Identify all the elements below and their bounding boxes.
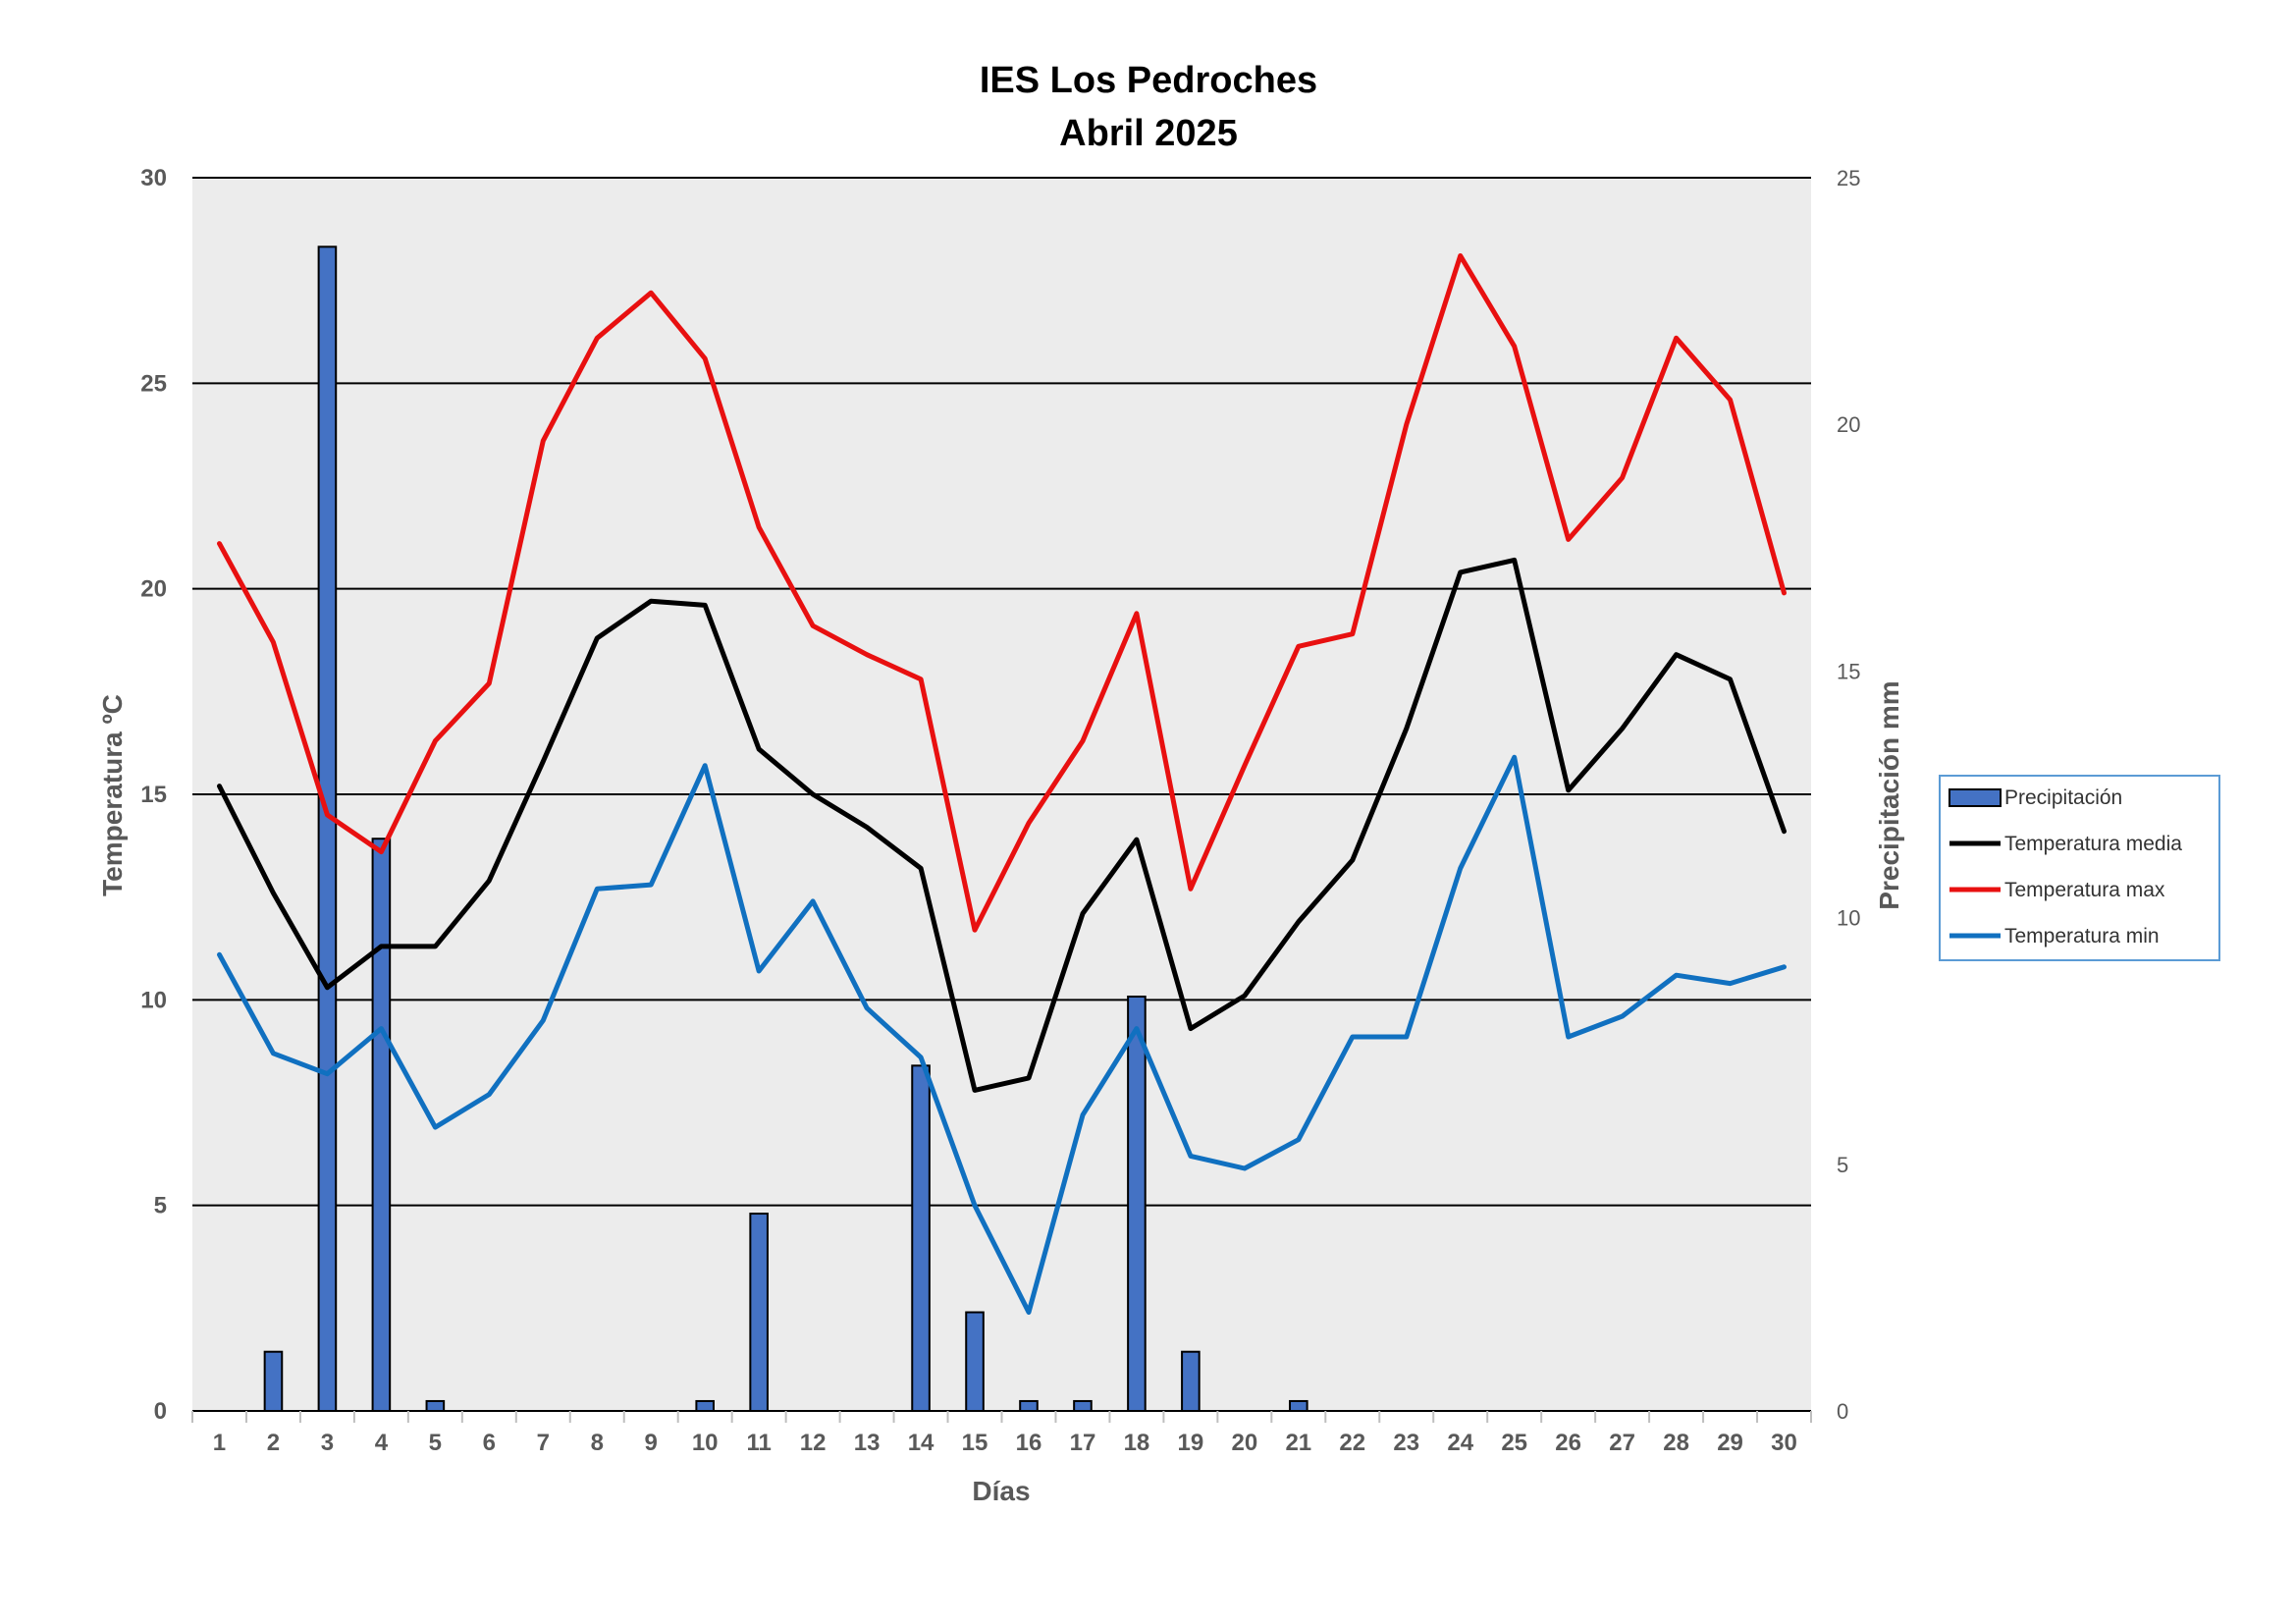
precipitation-bar bbox=[965, 1311, 985, 1413]
right-tick-label: 20 bbox=[1837, 412, 1860, 437]
x-tick-label: 16 bbox=[1016, 1430, 1042, 1456]
left-tick-label: 10 bbox=[140, 987, 167, 1013]
x-tick-label: 29 bbox=[1717, 1430, 1743, 1456]
left-tick-label: 0 bbox=[154, 1398, 167, 1425]
precipitation-bar bbox=[263, 1350, 284, 1413]
precipitation-bar bbox=[371, 838, 392, 1412]
x-tick-label: 22 bbox=[1339, 1430, 1365, 1456]
precipitation-bar bbox=[749, 1213, 769, 1413]
left-tick-label: 25 bbox=[140, 370, 167, 397]
right-axis-ticks: 0 5 10 15 20 25 bbox=[1837, 166, 1860, 1424]
legend-label: Precipitación bbox=[2004, 786, 2122, 809]
temperatura-min-line bbox=[217, 754, 1787, 1315]
x-tick-label: 6 bbox=[483, 1430, 496, 1456]
x-tick-label: 11 bbox=[746, 1430, 771, 1456]
precipitation-bar bbox=[1289, 1399, 1308, 1413]
precipitation-bar bbox=[695, 1399, 715, 1413]
temperature-lines bbox=[217, 253, 1787, 1315]
x-tick-label: 8 bbox=[591, 1430, 604, 1456]
precipitation-bar bbox=[425, 1399, 446, 1413]
left-axis-title: Temperatura ºC bbox=[97, 694, 128, 896]
temperatura-media-line bbox=[217, 557, 1787, 1093]
legend-label: Temperatura media bbox=[2004, 833, 2182, 855]
x-tick-label: 21 bbox=[1285, 1430, 1311, 1456]
x-tick-label: 12 bbox=[800, 1430, 827, 1456]
right-tick-label: 5 bbox=[1837, 1153, 1848, 1177]
left-tick-label: 20 bbox=[140, 576, 167, 603]
x-axis-ticks: 1 2 3 4 5 6 7 8 9 10 11 12 13 14 15 16 17 18 19 20 21 22 23 24 2… bbox=[191, 1411, 1812, 1456]
x-tick-label: 13 bbox=[854, 1430, 881, 1456]
x-tick-label: 30 bbox=[1771, 1430, 1797, 1456]
precipitation-bar bbox=[1073, 1399, 1093, 1413]
right-tick-label: 10 bbox=[1837, 906, 1860, 931]
x-tick-label: 3 bbox=[321, 1430, 334, 1456]
precipitation-bars bbox=[263, 245, 1308, 1413]
right-tick-label: 25 bbox=[1837, 166, 1860, 190]
x-axis-title: Días bbox=[972, 1476, 1030, 1506]
x-tick-label: 2 bbox=[267, 1430, 280, 1456]
x-tick-label: 25 bbox=[1501, 1430, 1527, 1456]
precipitation-bar bbox=[1127, 995, 1147, 1412]
precipitation-bar bbox=[317, 245, 338, 1412]
legend: Precipitación Temperatura media Temperatur… bbox=[1939, 775, 2220, 961]
left-tick-label: 5 bbox=[154, 1193, 167, 1219]
x-tick-label: 5 bbox=[429, 1430, 442, 1456]
chart-subtitle: Abril 2025 bbox=[1059, 113, 1238, 154]
precipitation-bar bbox=[1019, 1399, 1039, 1413]
x-tick-label: 7 bbox=[537, 1430, 550, 1456]
x-tick-label: 9 bbox=[645, 1430, 658, 1456]
x-tick-label: 26 bbox=[1555, 1430, 1581, 1456]
x-tick-label: 20 bbox=[1231, 1430, 1257, 1456]
left-tick-label: 15 bbox=[140, 782, 167, 808]
right-axis-title: Precipitación mm bbox=[1874, 680, 1904, 909]
x-tick-label: 10 bbox=[692, 1430, 719, 1456]
x-tick-label: 14 bbox=[908, 1430, 934, 1456]
x-tick-label: 17 bbox=[1070, 1430, 1096, 1456]
right-tick-label: 0 bbox=[1837, 1399, 1848, 1424]
precipitation-bar bbox=[1181, 1350, 1201, 1413]
x-tick-label: 18 bbox=[1124, 1430, 1150, 1456]
legend-label: Temperatura min bbox=[2004, 925, 2160, 947]
x-tick-label: 4 bbox=[375, 1430, 389, 1456]
x-tick-label: 27 bbox=[1609, 1430, 1635, 1456]
legend-label: Temperatura max bbox=[2004, 879, 2165, 901]
right-tick-label: 15 bbox=[1837, 659, 1860, 683]
chart-title: IES Los Pedroches bbox=[980, 60, 1317, 101]
temperatura-max-line bbox=[217, 253, 1787, 933]
x-tick-label: 23 bbox=[1393, 1430, 1419, 1456]
left-tick-label: 30 bbox=[140, 165, 167, 191]
x-tick-label: 28 bbox=[1663, 1430, 1689, 1456]
precipitation-bar bbox=[911, 1064, 931, 1412]
left-axis-ticks: 0 5 10 15 20 25 30 bbox=[140, 165, 167, 1425]
legend-swatch-precipitation bbox=[1949, 788, 2002, 807]
x-tick-label: 19 bbox=[1178, 1430, 1204, 1456]
x-tick-label: 15 bbox=[962, 1430, 988, 1456]
x-tick-label: 1 bbox=[213, 1430, 226, 1456]
x-tick-label: 24 bbox=[1447, 1430, 1473, 1456]
